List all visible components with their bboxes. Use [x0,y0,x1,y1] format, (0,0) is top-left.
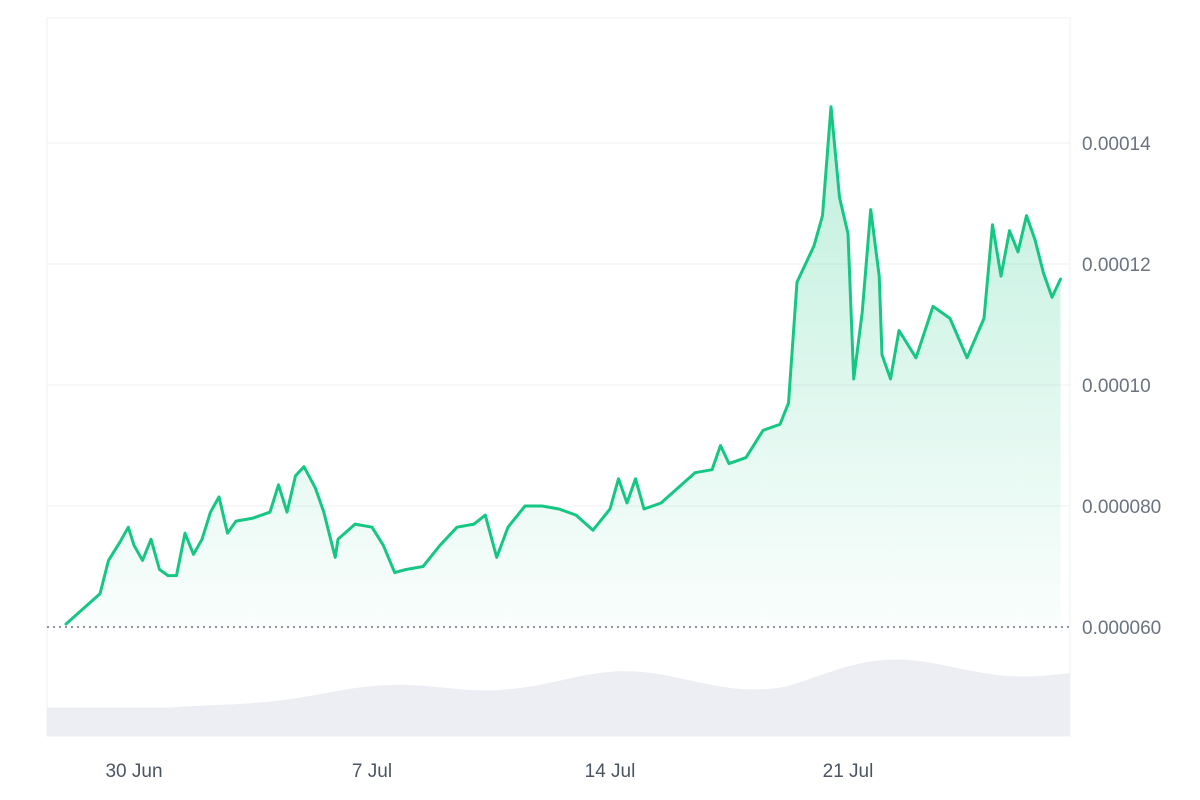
price-area [66,106,1061,627]
volume-area [47,659,1070,736]
y-tick-label: 0.000080 [1082,497,1161,518]
x-tick-label: 21 Jul [823,761,874,782]
x-tick-label: 14 Jul [585,761,636,782]
y-tick-label: 0.00014 [1082,134,1151,155]
x-axis: 30 Jun 7 Jul 14 Jul 21 Jul [105,761,873,782]
x-tick-label: 7 Jul [352,761,392,782]
x-tick-label: 30 Jun [105,761,162,782]
price-line [64,105,1062,626]
y-axis: 0.000060 0.000080 0.00010 0.00012 0.00014 [1082,134,1161,639]
y-tick-label: 0.000060 [1082,618,1161,639]
y-tick-label: 0.00012 [1082,255,1151,276]
y-tick-label: 0.00010 [1082,376,1151,397]
